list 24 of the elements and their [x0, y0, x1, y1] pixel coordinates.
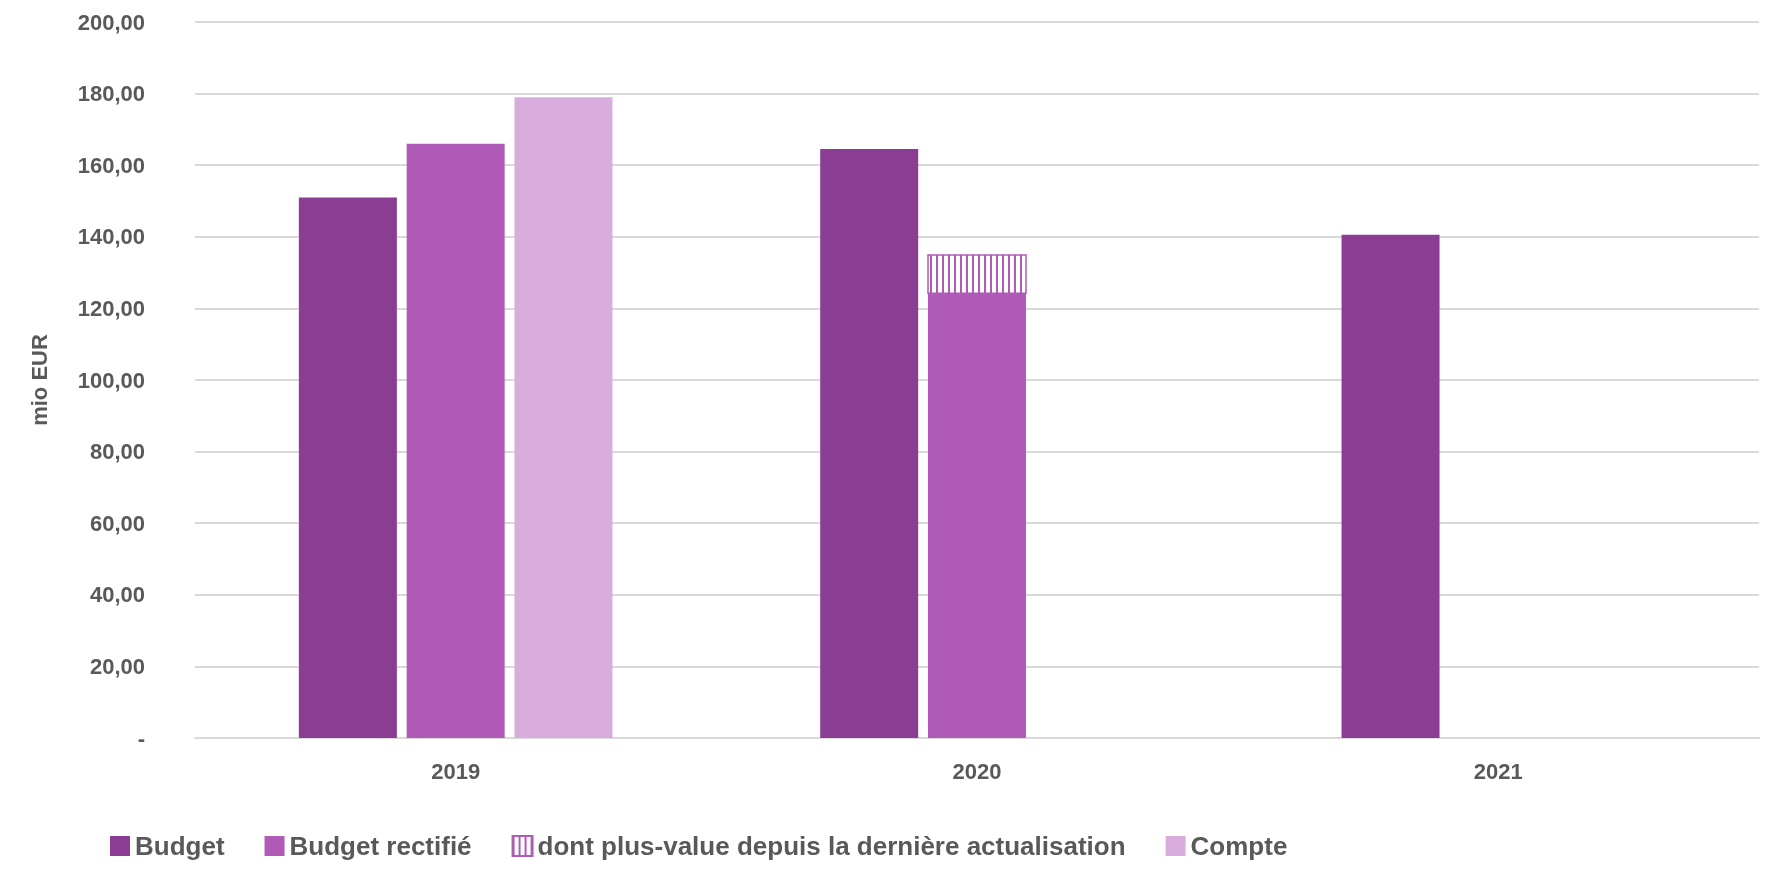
y-axis-title: mio EUR: [26, 334, 52, 426]
bar: [406, 143, 505, 738]
legend-label: Compte: [1190, 831, 1288, 861]
y-tick-label: 140,00: [77, 224, 145, 250]
bar: [298, 197, 397, 738]
bar: [820, 149, 919, 738]
bar: [514, 97, 613, 738]
y-tick-label: 200,00: [77, 9, 145, 35]
x-tick-label: 2020: [952, 758, 1002, 784]
y-tick-label: 40,00: [89, 582, 145, 608]
legend-label: Budget rectifié: [289, 831, 472, 861]
x-tick-label: 2019: [431, 758, 481, 784]
y-tick-label: 120,00: [77, 295, 145, 321]
y-tick-label: 80,00: [89, 439, 145, 465]
y-tick-label: 20,00: [89, 653, 145, 679]
y-tick-label: 100,00: [77, 367, 145, 393]
y-tick-label: 60,00: [89, 510, 145, 536]
bar: [1341, 234, 1440, 738]
y-tick-label: 160,00: [77, 152, 145, 178]
y-tick-label: -: [137, 725, 145, 751]
x-tick-label: 2021: [1473, 758, 1523, 784]
legend-label: dont plus-value depuis la dernière actualisation: [537, 831, 1126, 861]
y-tick-label: 180,00: [77, 81, 145, 107]
legend-label: Budget: [135, 831, 225, 861]
